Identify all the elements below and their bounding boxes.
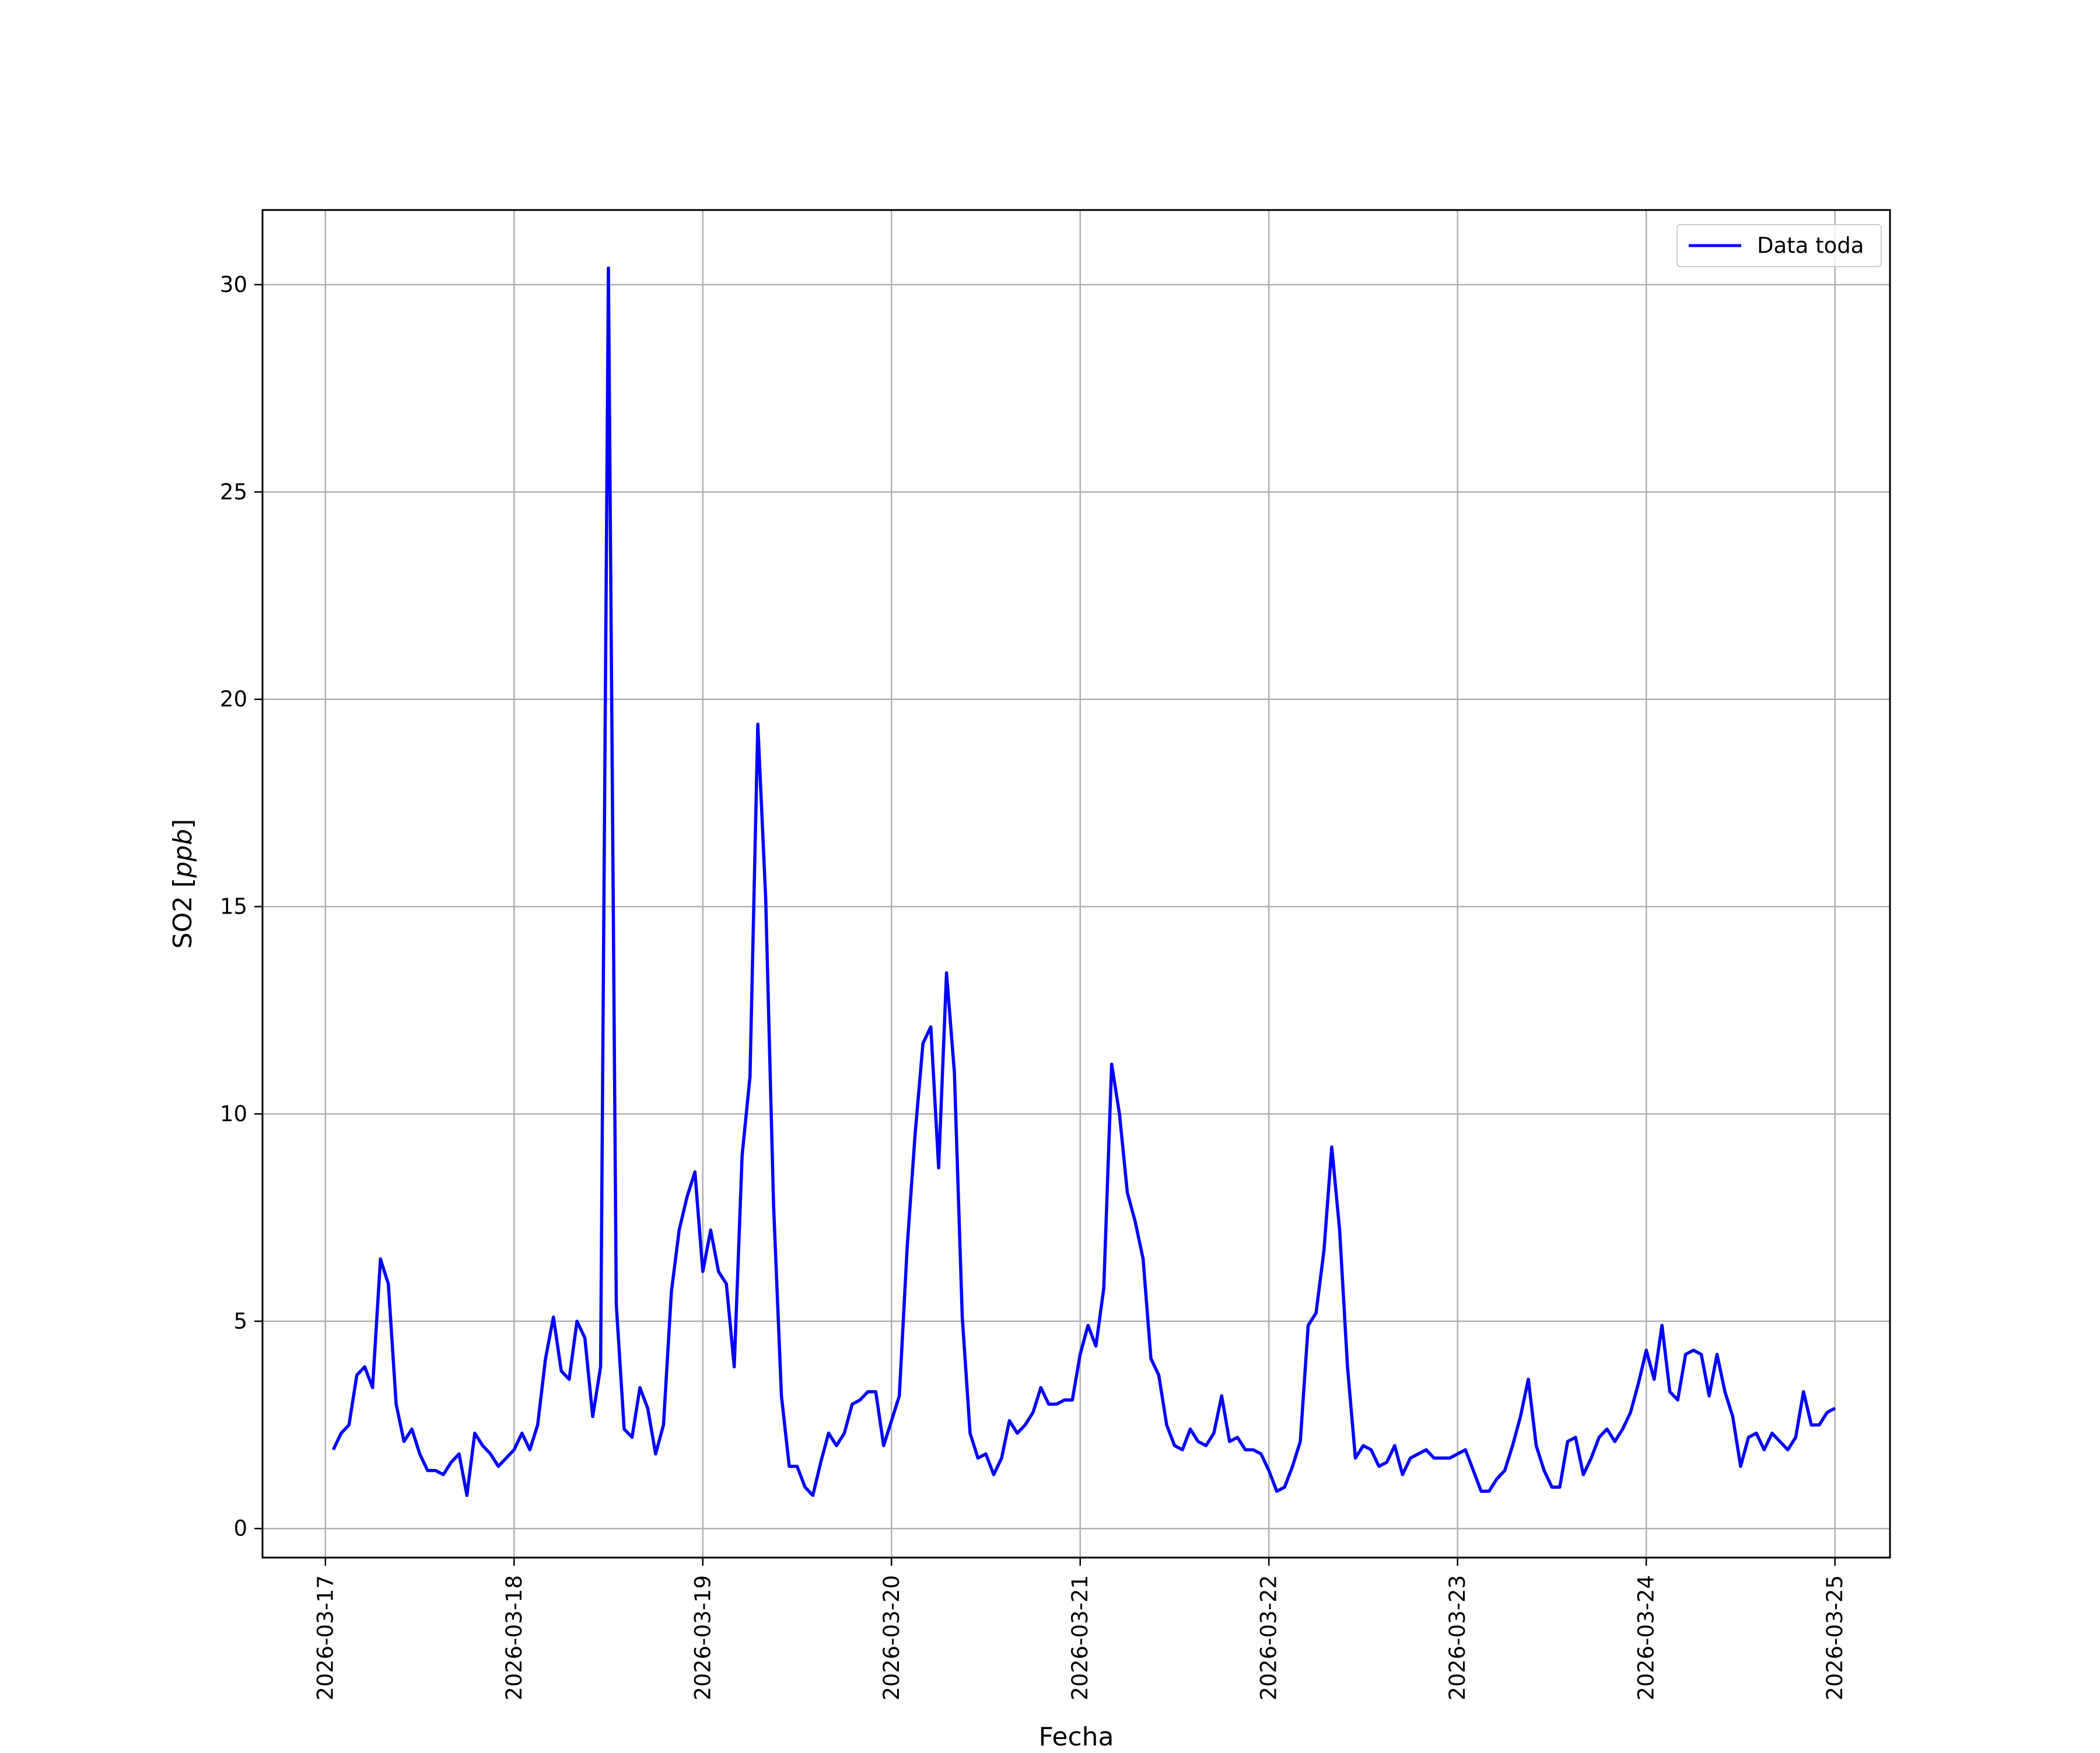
y-tick-label: 5 [233,1308,247,1334]
y-axis-label-suffix: ] [168,819,198,829]
plot-frame [261,209,1891,1559]
x-tick-label: 2026-03-23 [1445,1575,1470,1700]
x-tick-label: 2026-03-20 [879,1575,904,1700]
y-tick-label: 10 [220,1101,247,1126]
ticks: 2026-03-17 2026-03-18 2026-03-19 2026-03-20… [220,272,1847,1700]
series-line [331,266,1836,1497]
x-tick-label: 2026-03-18 [502,1575,527,1700]
grid [262,210,1890,1558]
legend-entry-label: Data toda [1757,233,1864,258]
series-layer [331,266,1836,1497]
y-axis-label-prefix: SO2 [ [168,878,198,949]
legend: Data toda [1676,224,1882,267]
y-tick-label: 25 [220,480,247,505]
y-tick-label: 20 [220,687,247,712]
y-tick-label: 30 [220,272,247,297]
x-tick-label: 2026-03-25 [1822,1575,1847,1700]
y-axis-label: SO2 [ppb] [168,819,198,949]
x-tick-label: 2026-03-21 [1068,1575,1093,1700]
x-tick-label: 2026-03-24 [1634,1575,1659,1700]
x-axis-label: Fecha [1038,1722,1114,1750]
x-tick-label: 2026-03-19 [690,1575,715,1700]
y-tick-label: 15 [220,894,247,919]
x-tick-label: 2026-03-17 [313,1575,338,1700]
y-tick-label: 0 [233,1516,247,1541]
x-tick-label: 2026-03-22 [1256,1575,1282,1700]
y-axis-label-unit: ppb [168,829,198,879]
legend-box [1676,224,1882,267]
